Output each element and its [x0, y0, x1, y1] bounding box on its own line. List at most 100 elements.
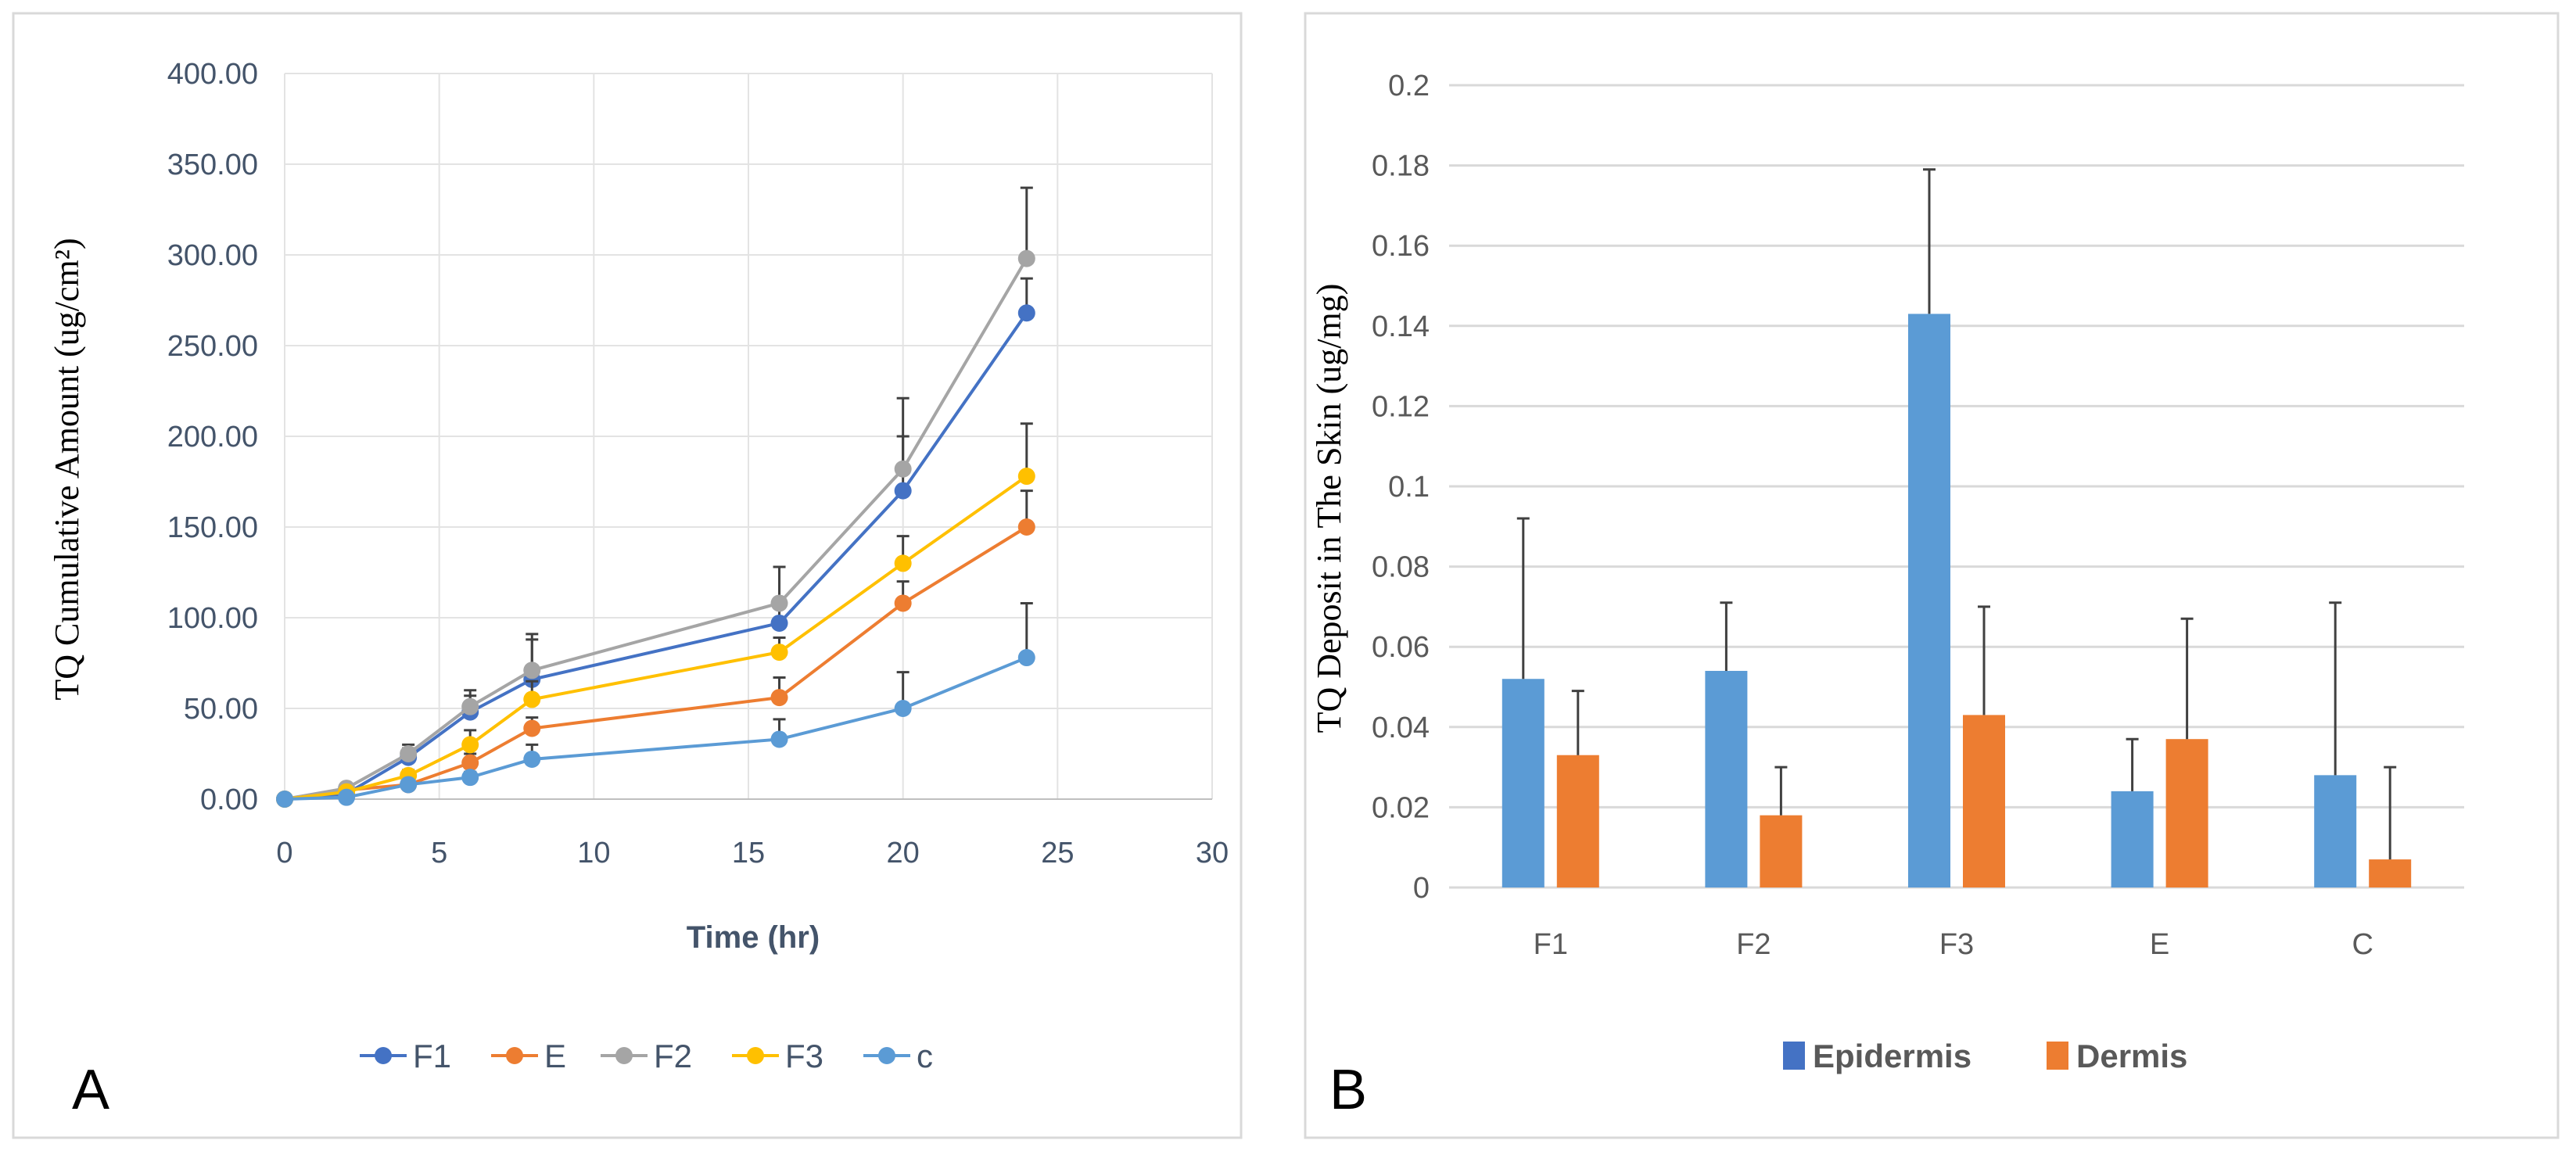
y-tick-label: 0.04: [1372, 712, 1430, 744]
y-tick-label: 350.00: [167, 149, 258, 181]
bar-epidermis: [1908, 314, 1950, 887]
data-point: [894, 482, 912, 500]
y-tick-label: 400.00: [167, 58, 258, 91]
data-point: [894, 594, 912, 612]
data-point: [523, 750, 541, 768]
data-point: [770, 644, 788, 662]
legend-marker: [375, 1047, 392, 1064]
legend-item-F3: F3: [732, 1038, 823, 1074]
chart-a-ticks: 0 5 10 15 20 25 300.0050.00100.00150.00200.002…: [167, 58, 1229, 870]
legend-item-E: E: [491, 1038, 566, 1074]
bar-dermis: [1760, 815, 1803, 887]
y-tick-label: 100.00: [167, 602, 258, 635]
x-tick-label: 5: [431, 837, 447, 870]
y-tick-label: 0.16: [1372, 230, 1430, 263]
y-tick-label: 0.1: [1388, 471, 1430, 504]
series-line: [284, 656, 1028, 801]
data-point: [1017, 304, 1035, 322]
series-F3: [276, 422, 1035, 808]
panel-a-frame: [12, 12, 1243, 1139]
chart-a-x-axis-title: Time (hr): [687, 920, 820, 955]
bar-dermis: [2369, 859, 2412, 887]
series-line: [284, 257, 1028, 801]
y-tick-label: 200.00: [167, 421, 258, 454]
legend-label: E: [544, 1038, 566, 1074]
legend-label: Epidermis: [1813, 1038, 1971, 1074]
data-point: [1017, 518, 1035, 536]
series-line: [284, 475, 1028, 801]
bar-epidermis: [2111, 791, 2154, 887]
chart-a-series: [276, 186, 1035, 808]
chart-a-panel-label: A: [72, 1059, 109, 1121]
y-tick-label: 0.12: [1372, 390, 1430, 423]
data-point: [770, 594, 788, 612]
legend-item-F2: F2: [601, 1038, 692, 1074]
legend-item-epidermis: Epidermis: [1783, 1038, 1971, 1074]
legend-swatch: [2047, 1042, 2068, 1070]
bar-dermis: [1556, 755, 1599, 887]
data-point: [461, 754, 479, 772]
y-tick-label: 0.08: [1372, 551, 1430, 584]
data-point: [400, 776, 418, 794]
data-point: [770, 689, 788, 707]
y-tick-label: 0: [1413, 872, 1430, 905]
legend-swatch: [1783, 1042, 1805, 1070]
x-tick-label: E: [2150, 928, 2169, 961]
legend-item-F1: F1: [360, 1038, 451, 1074]
bar-epidermis: [1705, 670, 1748, 887]
x-tick-label: 15: [732, 837, 765, 870]
chart-a: 0 5 10 15 20 25 300.0050.00100.00150.00200.002…: [48, 58, 1229, 1121]
legend-label: F2: [654, 1038, 692, 1074]
data-point: [894, 700, 912, 717]
y-tick-label: 0.06: [1372, 631, 1430, 664]
y-tick-label: 250.00: [167, 330, 258, 363]
legend-label: c: [917, 1038, 933, 1074]
data-point: [461, 697, 479, 715]
chart-a-y-axis-title: TQ Cumulative Amount (ug/cm²): [48, 238, 86, 700]
data-point: [770, 730, 788, 748]
chart-b-grid: 0 0.02 0.04 0.06 0.08 0.1 0.12 0.14 0.16 0.18 0.2: [1372, 70, 2464, 905]
bar-group-F2: F2: [1705, 601, 1803, 961]
x-tick-label: 20: [887, 837, 920, 870]
legend-marker: [878, 1047, 895, 1064]
data-point: [338, 788, 356, 806]
x-tick-label: F1: [1534, 928, 1568, 961]
legend-item-c: c: [863, 1038, 933, 1074]
data-point: [770, 614, 788, 632]
bar-epidermis: [2314, 775, 2357, 887]
bar-dermis: [2165, 739, 2208, 887]
chart-a-legend: F1 E F2 F3 c: [360, 1038, 933, 1074]
bar-group-F1: F1: [1501, 517, 1599, 961]
legend-item-dermis: Dermis: [2047, 1038, 2187, 1074]
y-tick-label: 0.2: [1388, 70, 1430, 102]
chart-b-panel-label: B: [1329, 1059, 1367, 1121]
x-tick-label: F2: [1736, 928, 1771, 961]
y-tick-label: 50.00: [184, 693, 258, 726]
data-point: [894, 554, 912, 572]
legend-label: F3: [785, 1038, 823, 1074]
legend-marker: [747, 1047, 764, 1064]
bar-epidermis: [1501, 679, 1545, 887]
chart-b-legend: Epidermis Dermis: [1783, 1038, 2187, 1074]
data-point: [523, 690, 541, 708]
x-tick-label: 25: [1041, 837, 1074, 870]
data-point: [1017, 468, 1035, 486]
x-tick-label: 10: [577, 837, 610, 870]
data-point: [523, 662, 541, 679]
y-tick-label: 0.02: [1372, 791, 1430, 824]
bar-group-F3: F3: [1908, 168, 2005, 961]
x-tick-label: C: [2352, 928, 2373, 961]
data-point: [1017, 649, 1035, 667]
bar-dermis: [1963, 715, 2005, 887]
data-point: [276, 791, 293, 808]
legend-label: Dermis: [2076, 1038, 2187, 1074]
x-tick-label: 30: [1196, 837, 1229, 870]
data-point: [523, 719, 541, 737]
data-point: [1017, 249, 1035, 267]
x-tick-label: F3: [1939, 928, 1974, 961]
chart-b-bars: F1 F2 F3 E C: [1501, 168, 2412, 961]
bar-group-E: E: [2111, 617, 2208, 961]
chart-b-y-axis-title: TQ Deposit in The Skin (ug/mg): [1310, 284, 1348, 733]
legend-marker: [506, 1047, 523, 1064]
